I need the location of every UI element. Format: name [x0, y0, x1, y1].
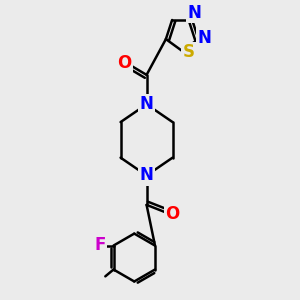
Text: N: N — [198, 29, 212, 47]
Text: N: N — [187, 4, 201, 22]
Text: N: N — [140, 95, 154, 113]
Text: O: O — [166, 206, 180, 224]
Text: F: F — [94, 236, 106, 254]
Text: N: N — [140, 167, 154, 184]
Text: O: O — [118, 54, 132, 72]
Text: S: S — [182, 43, 194, 61]
